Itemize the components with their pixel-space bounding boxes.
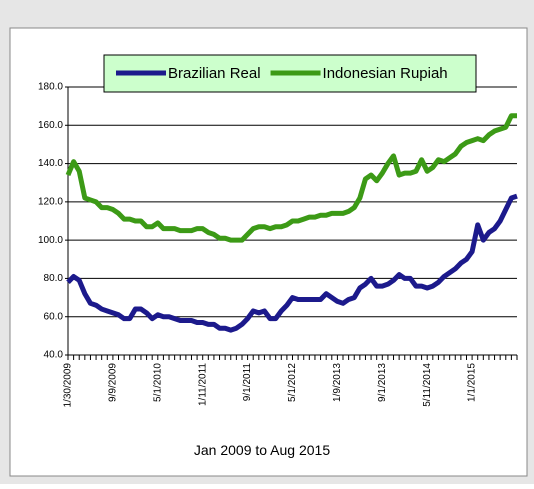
y-tick-label: 60.0	[44, 311, 64, 322]
y-tick-label: 40.0	[44, 350, 64, 361]
x-tick-label: 1/30/2009	[63, 363, 74, 408]
x-tick-label: 5/11/2014	[422, 363, 433, 407]
x-tick-label: 5/1/2012	[287, 363, 298, 402]
legend-label: Brazilian Real	[168, 65, 261, 82]
y-tick-label: 100.0	[38, 235, 63, 246]
legend-label: Indonesian Rupiah	[323, 65, 448, 82]
x-axis-label: Jan 2009 to Aug 2015	[194, 442, 330, 458]
data-line	[66, 193, 518, 333]
x-tick-label: 1/1/2015	[467, 363, 478, 402]
x-tick-label: 5/1/2010	[152, 363, 163, 402]
y-tick-label: 160.0	[38, 120, 63, 131]
data-line	[65, 113, 517, 243]
x-tick-label: 1/11/2011	[197, 363, 208, 406]
x-tick-label: 9/9/2009	[108, 363, 119, 402]
x-tick-label: 1/9/2013	[332, 363, 343, 402]
x-tick-label: 9/1/2011	[242, 363, 253, 402]
x-tick-label: 9/1/2013	[377, 363, 388, 402]
y-tick-label: 120.0	[38, 196, 63, 207]
y-tick-label: 180.0	[38, 82, 63, 93]
y-tick-label: 140.0	[38, 158, 63, 169]
y-tick-label: 80.0	[44, 273, 64, 284]
chart-area	[9, 27, 528, 477]
